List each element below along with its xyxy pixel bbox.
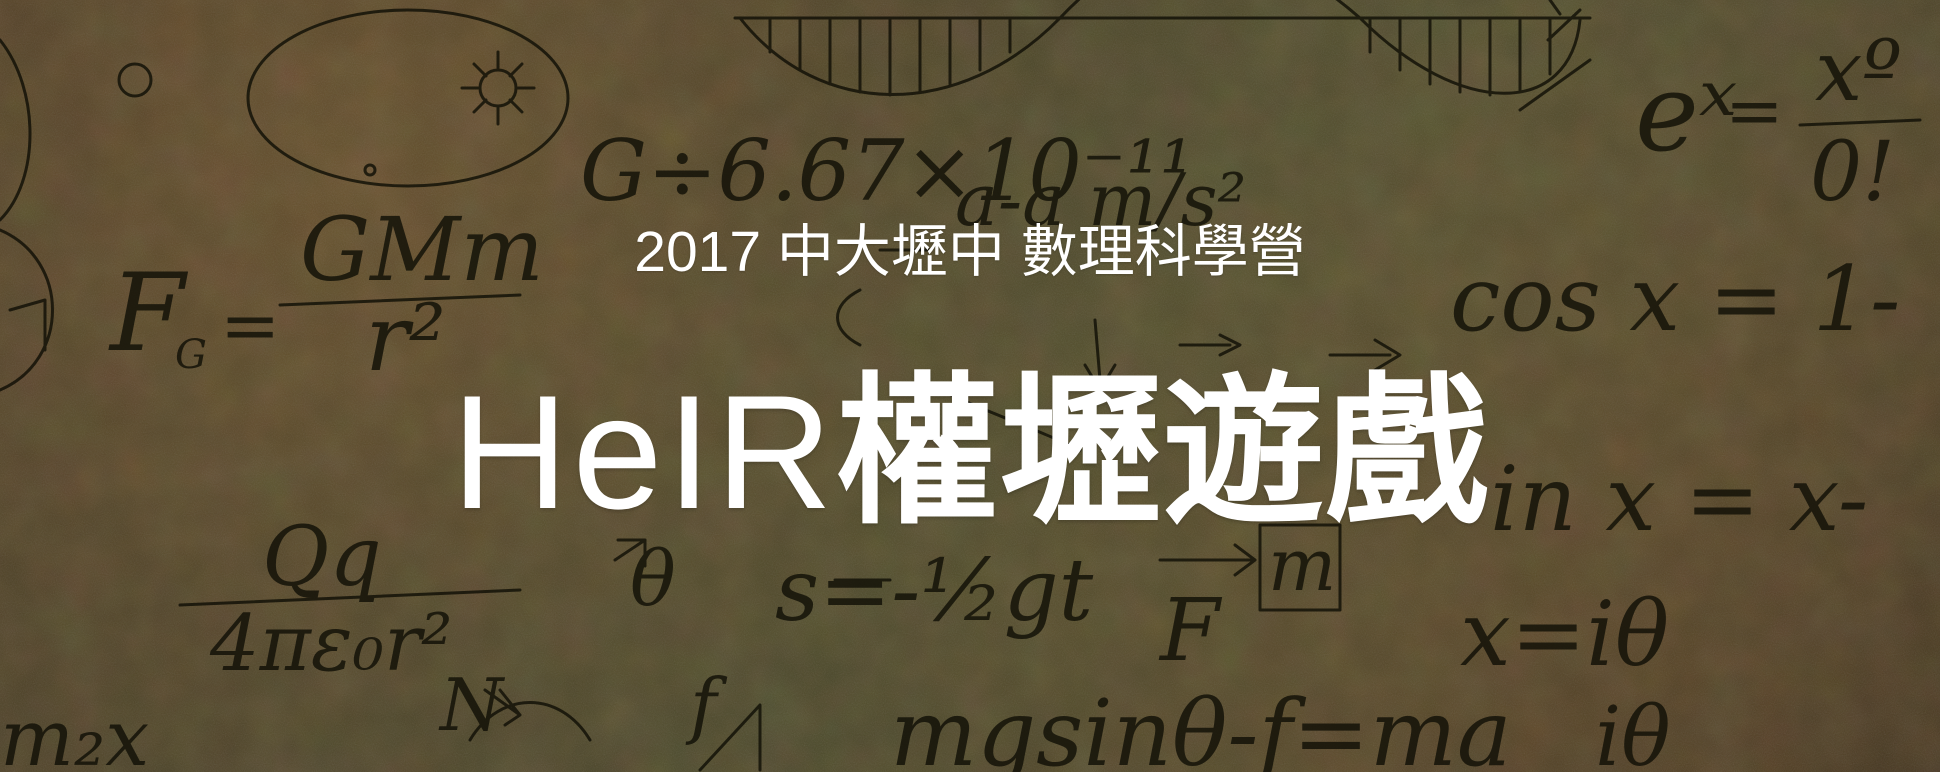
svg-text:cos x = 1-: cos x = 1-	[1450, 247, 1900, 352]
svg-text:0!: 0!	[1810, 125, 1895, 220]
svg-text:N: N	[438, 663, 506, 747]
svg-text:G: G	[175, 332, 207, 378]
svg-text:F: F	[108, 251, 189, 376]
svg-text:=: =	[1725, 70, 1784, 152]
svg-text:xº: xº	[1815, 22, 1902, 120]
svg-text:θ: θ	[630, 534, 676, 623]
sun-orbit-sketch	[246, 8, 570, 188]
svg-text:eˣ: eˣ	[1635, 51, 1737, 176]
svg-text:4πε₀r²: 4πε₀r²	[209, 599, 453, 689]
svg-text:m: m	[1268, 523, 1336, 607]
mechanics-sketch	[468, 248, 1402, 772]
svg-text:G÷6.67×10⁻¹¹: G÷6.67×10⁻¹¹	[580, 122, 1193, 220]
svg-text:r²: r²	[365, 285, 446, 392]
svg-text:F: F	[1158, 581, 1223, 681]
svg-text:GMm: GMm	[300, 198, 544, 301]
svg-text:m₂x: m₂x	[0, 694, 149, 772]
hero-title-latin: HeIR	[451, 362, 837, 543]
fraction-lines	[178, 118, 1922, 607]
left-edge-sketch	[0, 38, 153, 392]
svg-text:=: =	[220, 283, 280, 367]
hero-title-cjk: 權壢遊戲	[836, 362, 1489, 543]
svg-text:mgsinθ-f=ma: mgsinθ-f=ma	[890, 680, 1512, 772]
svg-text:s=-½gt: s=-½gt	[775, 541, 1094, 641]
wave-sketch	[733, 0, 1592, 112]
svg-text:Qq: Qq	[262, 510, 382, 605]
svg-text:x=iθ: x=iθ	[1460, 582, 1669, 687]
event-subtitle: 2017 中大壢中 數理科學營	[634, 220, 1306, 284]
svg-text:a-a m/s²: a-a m/s²	[955, 158, 1246, 242]
svg-text:in x = x-: in x = x-	[1490, 447, 1868, 552]
svg-text:iθ: iθ	[1595, 690, 1671, 772]
formula-glyphs: G÷6.67×10⁻¹¹ a-a m/s² F G = GMm r² Qq 4π…	[0, 22, 1902, 772]
hero-title: HeIR權壢遊戲	[0, 368, 1940, 538]
